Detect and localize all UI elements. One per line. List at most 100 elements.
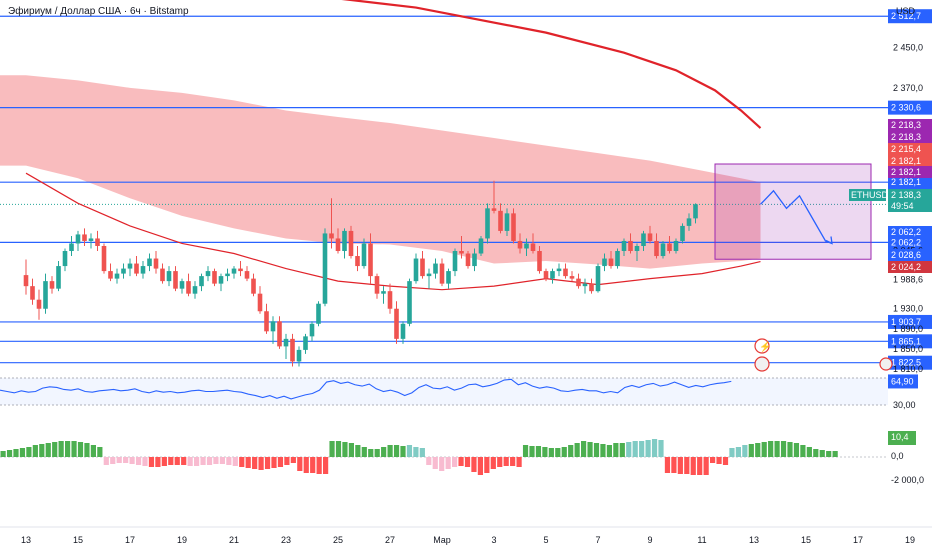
candle-body[interactable] [199, 276, 204, 287]
candle-body[interactable] [114, 273, 120, 279]
candle-body[interactable] [270, 321, 276, 332]
candle-body[interactable] [218, 276, 224, 284]
candle-body[interactable] [569, 276, 575, 279]
candle-body[interactable] [381, 291, 386, 294]
candle-body[interactable] [439, 263, 445, 284]
candle-body[interactable] [101, 245, 107, 272]
candle-body[interactable] [459, 251, 464, 254]
candle-body[interactable] [290, 338, 295, 362]
candle-body[interactable] [335, 238, 341, 252]
candle-body[interactable] [127, 263, 133, 269]
candle-body[interactable] [608, 258, 614, 267]
candle-body[interactable] [478, 238, 484, 254]
candle-body[interactable] [407, 281, 412, 324]
range-box[interactable] [714, 163, 872, 260]
candle-body[interactable] [426, 273, 432, 277]
candle-body[interactable] [517, 240, 523, 249]
candle-body[interactable] [166, 271, 172, 282]
candle-body[interactable] [452, 251, 458, 272]
candle-body[interactable] [472, 253, 477, 267]
candle-body[interactable] [420, 258, 425, 277]
candle-body[interactable] [485, 208, 490, 239]
candle-body[interactable] [693, 204, 698, 219]
projection-path[interactable] [760, 189, 833, 245]
candle-body[interactable] [641, 233, 646, 246]
candle-body[interactable] [244, 271, 250, 279]
candle-body[interactable] [589, 283, 594, 292]
candle-body[interactable] [634, 245, 640, 252]
candle-body[interactable] [322, 233, 328, 304]
candle-body[interactable] [309, 323, 315, 337]
candle-body[interactable] [680, 225, 685, 241]
candle-body[interactable] [257, 293, 263, 312]
candle-body[interactable] [511, 213, 516, 241]
candle-body[interactable] [186, 281, 191, 294]
candle-body[interactable] [563, 268, 568, 277]
rsi-line[interactable] [0, 378, 732, 400]
candle-body[interactable] [205, 271, 211, 277]
candle-body[interactable] [667, 243, 672, 252]
candle-body[interactable] [446, 271, 451, 284]
candle-body[interactable] [647, 233, 653, 241]
candle-body[interactable] [504, 213, 510, 231]
candle-body[interactable] [374, 276, 380, 294]
candle-body[interactable] [56, 266, 61, 289]
candle-body[interactable] [355, 256, 360, 267]
candle-body[interactable] [36, 299, 42, 309]
candle-body[interactable] [179, 281, 185, 289]
candle-body[interactable] [212, 271, 217, 284]
candle-body[interactable] [361, 243, 367, 267]
lightning-event-icon[interactable] [754, 338, 770, 354]
candle-body[interactable] [277, 321, 282, 347]
candle-body[interactable] [524, 243, 529, 249]
candle-body[interactable] [615, 251, 620, 267]
candle-body[interactable] [303, 336, 308, 350]
candle-body[interactable] [394, 308, 399, 339]
candle-body[interactable] [537, 251, 542, 272]
candle-body[interactable] [550, 271, 555, 279]
candle-body[interactable] [316, 303, 321, 324]
candle-body[interactable] [491, 208, 497, 211]
candle-body[interactable] [238, 268, 243, 272]
candle-body[interactable] [628, 240, 633, 252]
candle-body[interactable] [147, 258, 152, 267]
candle-body[interactable] [654, 240, 659, 257]
us-flag-event-icon[interactable] [754, 356, 770, 372]
candle-body[interactable] [173, 271, 178, 289]
candle-body[interactable] [595, 266, 601, 292]
candle-body[interactable] [264, 311, 269, 332]
currency-label[interactable]: USD [896, 6, 916, 16]
candle-body[interactable] [160, 268, 165, 282]
candle-body[interactable] [530, 243, 536, 252]
candle-body[interactable] [75, 234, 81, 244]
candle-body[interactable] [49, 281, 55, 289]
candle-body[interactable] [602, 258, 607, 267]
candle-body[interactable] [69, 243, 74, 252]
symbol-tag[interactable]: ETHUSD [851, 190, 889, 200]
candle-body[interactable] [108, 271, 113, 279]
candle-body[interactable] [342, 230, 347, 252]
candle-body[interactable] [283, 338, 289, 347]
ma-long-line[interactable] [286, 0, 762, 129]
candle-body[interactable] [686, 218, 692, 226]
candle-body[interactable] [556, 268, 562, 272]
candle-body[interactable] [543, 271, 549, 279]
candle-body[interactable] [225, 273, 230, 277]
candle-body[interactable] [30, 286, 35, 300]
candle-body[interactable] [134, 263, 139, 274]
candle-body[interactable] [465, 253, 471, 267]
candle-body[interactable] [88, 238, 94, 241]
us-flag-event-icon-2[interactable] [879, 357, 893, 371]
candle-body[interactable] [660, 243, 666, 257]
candle-body[interactable] [673, 240, 679, 252]
candle-body[interactable] [400, 323, 406, 339]
candle-body[interactable] [251, 278, 256, 294]
candle-body[interactable] [121, 268, 126, 274]
candle-body[interactable] [433, 263, 438, 274]
candle-body[interactable] [43, 281, 48, 309]
candle-body[interactable] [62, 251, 68, 267]
candle-body[interactable] [576, 278, 581, 287]
candle-body[interactable] [192, 286, 198, 294]
